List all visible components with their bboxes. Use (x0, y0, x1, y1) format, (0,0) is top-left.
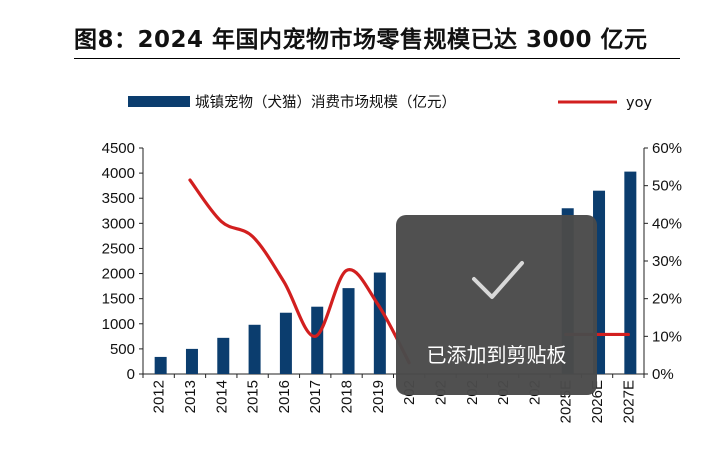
bar (185, 348, 198, 374)
clipboard-toast: 已添加到剪贴板 (396, 215, 597, 395)
bar (373, 272, 386, 374)
bar (154, 356, 167, 374)
y-left-tick-label: 3500 (102, 190, 135, 207)
legend-bar-label: 城镇宠物（犬猫）消费市场规模（亿元） (195, 94, 456, 111)
bar (217, 337, 230, 374)
toast-message: 已添加到剪贴板 (426, 343, 567, 367)
bar (624, 171, 637, 374)
y-left-tick-label: 4000 (102, 165, 135, 182)
x-tick-label: 2027E (620, 380, 637, 423)
y-right-tick-label: 50% (652, 178, 682, 195)
y-left-tick-label: 1500 (102, 291, 135, 308)
y-left-tick-label: 4500 (102, 140, 135, 157)
yoy-line (188, 178, 411, 365)
y-right-tick-label: 40% (652, 215, 682, 232)
y-left-tick-label: 1000 (102, 316, 135, 333)
x-tick-label: 2018 (339, 380, 356, 413)
y-left-tick-label: 0 (127, 366, 135, 383)
y-right-tick-label: 10% (652, 328, 682, 345)
check-icon (472, 261, 524, 299)
bar (248, 324, 261, 374)
y-right-tick-label: 20% (652, 291, 682, 308)
bar (342, 288, 355, 374)
y-left-tick-label: 500 (110, 341, 135, 358)
x-tick-label: 2014 (213, 380, 230, 413)
bar (311, 306, 324, 374)
legend-line-label: yoy (626, 95, 652, 111)
y-right-tick-label: 0% (652, 366, 674, 383)
legend: 城镇宠物（犬猫）消费市场规模（亿元） yoy (128, 94, 652, 111)
legend-bar-swatch (128, 96, 190, 107)
title-divider (74, 58, 680, 59)
x-tick-label: 2013 (182, 380, 199, 413)
y-left-tick-label: 2500 (102, 240, 135, 257)
x-tick-label: 2012 (151, 380, 168, 413)
y-left-tick-label: 2000 (102, 266, 135, 283)
y-right-tick-label: 30% (652, 253, 682, 270)
x-tick-label: 2017 (307, 380, 324, 413)
x-tick-label: 2016 (276, 380, 293, 413)
x-tick-label: 2019 (370, 380, 387, 413)
y-left-tick-label: 3000 (102, 215, 135, 232)
bar (279, 312, 292, 374)
x-tick-label: 2015 (245, 380, 262, 413)
y-right-tick-label: 60% (652, 140, 682, 157)
chart-title: 图8：2024 年国内宠物市场零售规模已达 3000 亿元 (74, 27, 648, 53)
